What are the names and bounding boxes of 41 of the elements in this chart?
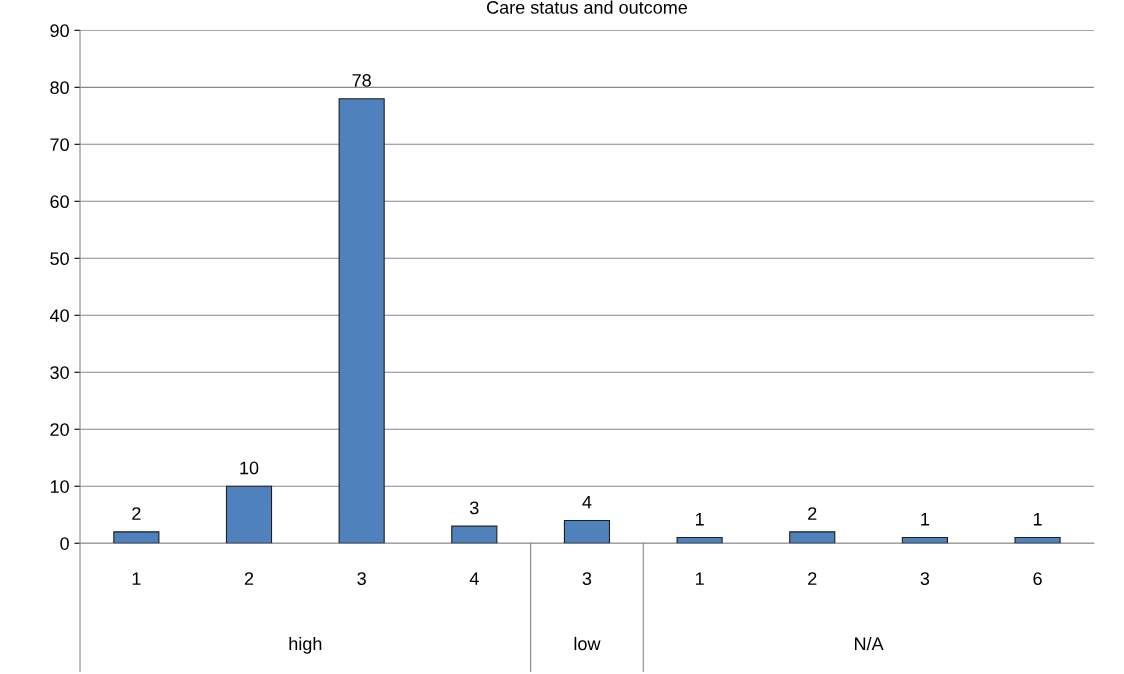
- bar: [789, 531, 836, 544]
- data-label: 1: [1033, 513, 1042, 526]
- y-tick-label: 30: [50, 366, 69, 379]
- data-label: 4: [582, 495, 592, 509]
- x-tick-label: 6: [1033, 572, 1042, 586]
- bar: [1014, 536, 1061, 544]
- bar: [338, 98, 385, 544]
- y-tick-label: 40: [49, 309, 69, 322]
- bar: [225, 485, 273, 544]
- y-tick-label: 70: [50, 138, 69, 152]
- data-label: 1: [921, 513, 930, 526]
- data-label: 10: [240, 461, 259, 475]
- data-label: 2: [808, 507, 817, 520]
- x-tick-label: 3: [920, 572, 930, 586]
- x-tick-label: 4: [469, 572, 479, 585]
- y-tick-label: 10: [50, 480, 69, 493]
- data-label: 1: [695, 513, 704, 526]
- bar: [451, 525, 498, 544]
- text: N/A: [855, 636, 884, 651]
- bar: [113, 531, 160, 544]
- x-tick-label: 3: [582, 572, 592, 586]
- data-label: 3: [469, 501, 479, 515]
- data-label: 78: [352, 74, 371, 87]
- bar: [901, 536, 948, 544]
- y-tick-label: 80: [50, 81, 69, 95]
- y-tick-label: 90: [50, 24, 69, 38]
- x-tick-label: 2: [244, 572, 254, 585]
- x-tick-label: 1: [132, 572, 141, 585]
- text: high: [289, 636, 322, 654]
- bar: [676, 536, 723, 544]
- data-label: 2: [132, 507, 141, 520]
- x-tick-label: 2: [808, 572, 817, 585]
- y-tick-label: 60: [50, 195, 69, 209]
- y-tick-label: 20: [50, 423, 69, 436]
- y-tick-label: 0: [60, 537, 69, 550]
- x-tick-label: 3: [357, 572, 366, 586]
- x-tick-label: 1: [695, 572, 704, 585]
- chart-title: Care status and outcome: [487, 0, 688, 14]
- text: low: [574, 636, 601, 651]
- bar: [563, 519, 611, 544]
- y-tick-label: 50: [50, 252, 69, 266]
